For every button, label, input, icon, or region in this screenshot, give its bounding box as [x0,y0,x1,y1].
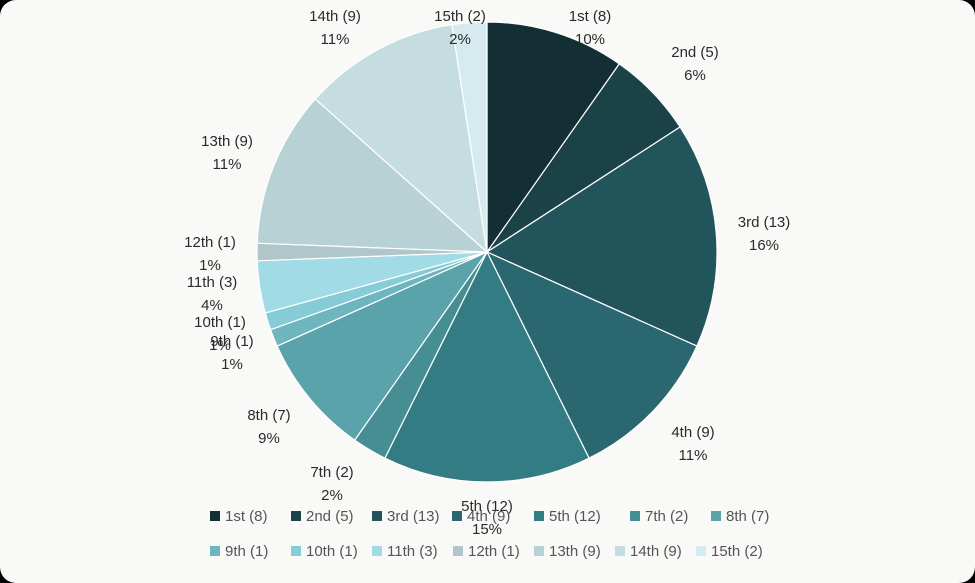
data-label-percent: 15% [472,521,502,538]
legend-label: 14th (9) [630,543,682,560]
legend-label: 12th (1) [468,543,520,560]
data-label-percent: 2% [321,487,343,504]
pie-slice-12 [256,98,489,253]
legend-swatch [711,511,721,521]
legend-swatch [291,546,301,556]
data-label-category: 8th (7) [247,407,290,424]
data-label-category: 13th (9) [201,133,253,150]
pie-slice-5 [384,250,590,483]
pie-slice-1 [486,21,621,254]
legend-swatch [372,546,382,556]
legend-label: 1st (8) [225,508,268,525]
data-label-category: 10th (1) [194,314,246,331]
data-label-percent: 1% [221,356,243,373]
legend-label: 5th (12) [549,508,601,525]
legend-swatch [696,546,706,556]
legend-label: 9th (1) [225,543,268,560]
data-label-percent: 2% [449,31,471,48]
pie-slice-3 [485,126,718,347]
legend-swatch [615,546,625,556]
legend-label: 13th (9) [549,543,601,560]
legend-swatch [210,511,220,521]
data-label-category: 12th (1) [184,234,236,251]
data-label-percent: 9% [258,430,280,447]
legend-label: 11th (3) [387,543,438,560]
legend-label: 7th (2) [645,508,688,525]
legend-label: 3rd (13) [387,508,440,525]
data-label-category: 15th (2) [434,8,486,25]
pie-slice-4 [485,250,698,459]
data-label-percent: 10% [575,31,605,48]
legend-label: 10th (1) [306,543,358,560]
pie-slices [256,21,718,483]
data-label-category: 5th (12) [461,498,513,515]
data-label-percent: 6% [684,67,706,84]
legend-label: 15th (2) [711,543,763,560]
legend-swatch [210,546,220,556]
legend-swatch [372,511,382,521]
data-label-category: 14th (9) [309,8,361,25]
data-label-category: 3rd (13) [738,214,791,231]
pie-slice-14 [451,21,488,253]
legend: 1st (8) 2nd (5) 3rd (13) 4th (9) 5th (12) 7th… [210,508,769,560]
legend-label: 4th (9) [467,508,510,525]
data-label-category: 4th (9) [671,424,714,441]
data-label-percent: 11% [321,31,350,48]
legend-swatch [630,511,640,521]
legend-swatch [453,546,463,556]
data-label-percent: 11% [213,156,242,173]
pie-slice-7 [276,250,489,441]
legend-swatch [534,511,544,521]
data-label-percent: 1% [199,257,221,274]
legend-swatch [534,546,544,556]
legend-label: 8th (7) [726,508,769,525]
data-label-percent: 11% [679,447,708,464]
legend-swatch [291,511,301,521]
legend-label: 2nd (5) [306,508,354,525]
data-label-category: 7th (2) [310,464,353,481]
data-label-percent: 1% [209,337,231,354]
pie-slice-13 [314,24,488,254]
data-labels: 1st (8) 10% 2nd (5) 6% 3rd (13) 16% 4th (9) 11%… [184,8,790,538]
data-label-category: 9th (1) [210,333,253,350]
legend-swatch [452,511,462,521]
data-label-percent: 16% [749,237,779,254]
data-label-category: 11th (3) [187,274,238,291]
data-label-category: 2nd (5) [671,44,719,61]
data-label-percent: 4% [201,297,223,314]
data-label-category: 1st (8) [569,8,612,25]
